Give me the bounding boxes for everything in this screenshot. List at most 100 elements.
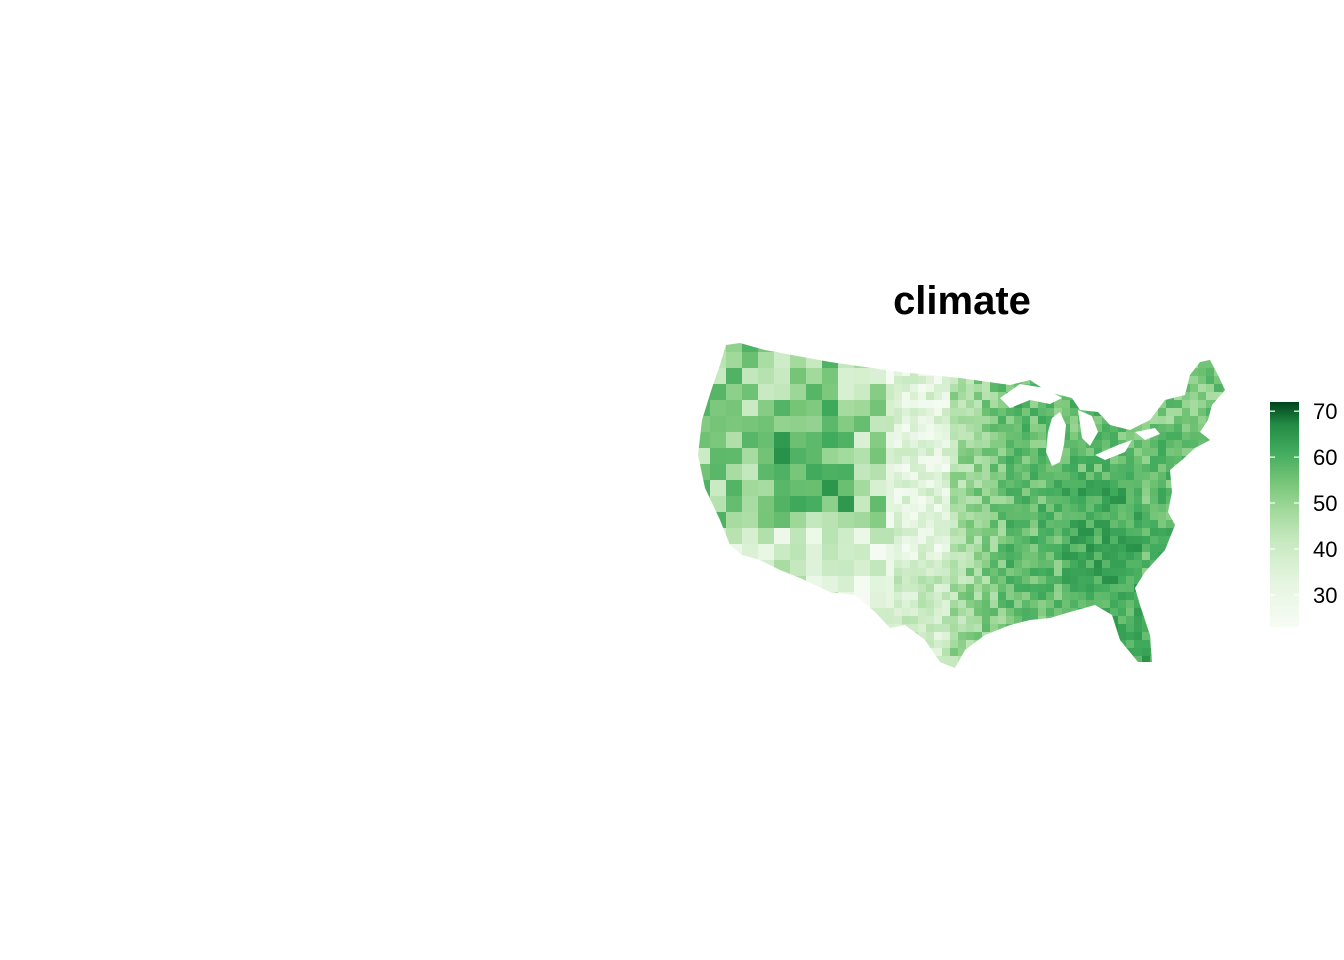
county-cell [974, 496, 983, 505]
county-cell [1198, 584, 1207, 593]
county-cell [942, 560, 951, 569]
county-cell [1110, 368, 1119, 377]
county-cell [990, 496, 999, 505]
county-cell [1046, 512, 1055, 521]
county-cell [1214, 584, 1223, 593]
county-cell [1118, 376, 1127, 385]
county-cell [1214, 544, 1223, 553]
county-cell [910, 368, 919, 377]
county-cell [950, 504, 959, 513]
county-cell [1030, 416, 1039, 425]
county-cell [1014, 343, 1023, 345]
county-cell [1150, 536, 1159, 545]
county-cell [1134, 432, 1143, 441]
county-cell [1102, 512, 1111, 521]
county-cell [1198, 560, 1207, 569]
county-cell [1094, 528, 1103, 537]
county-cell [1110, 552, 1119, 561]
county-cell [1102, 536, 1111, 545]
county-cell [998, 632, 1007, 641]
county-cell [1078, 384, 1087, 393]
county-cell [1014, 592, 1023, 601]
county-cell [1166, 352, 1175, 361]
county-cell [1102, 376, 1111, 385]
county-cell [806, 480, 823, 497]
county-cell [1222, 544, 1225, 553]
county-cell [1038, 496, 1047, 505]
county-cell [1230, 520, 1239, 529]
county-cell [1206, 632, 1215, 641]
county-cell [966, 560, 975, 569]
county-cell [1054, 608, 1063, 617]
county-cell [918, 464, 927, 473]
county-cell [1094, 624, 1103, 633]
county-cell [958, 640, 967, 649]
county-cell [910, 520, 919, 529]
county-cell [1230, 536, 1239, 545]
county-cell [1014, 480, 1023, 489]
county-cell [1190, 656, 1199, 665]
county-cell [1150, 544, 1159, 553]
county-cell [854, 544, 871, 561]
county-cell [894, 343, 903, 345]
county-cell [1118, 392, 1127, 401]
county-cell [806, 640, 823, 657]
county-cell [1006, 368, 1015, 377]
county-cell [1222, 512, 1225, 521]
county-cell [1094, 376, 1103, 385]
county-cell [1206, 392, 1215, 401]
county-cell [910, 360, 919, 369]
county-cell [974, 384, 983, 393]
county-cell [1006, 416, 1015, 425]
county-cell [1166, 424, 1175, 433]
county-cell [990, 640, 999, 649]
county-cell [926, 384, 935, 393]
county-cell [1190, 504, 1199, 513]
county-cell [1126, 424, 1135, 433]
county-cell [950, 432, 959, 441]
county-cell [1134, 488, 1143, 497]
county-cell [950, 424, 959, 433]
county-cell [894, 400, 903, 409]
county-cell [1142, 400, 1151, 409]
county-cell [1126, 568, 1135, 577]
county-cell [822, 656, 839, 668]
county-cell [1070, 552, 1079, 561]
county-cell [1110, 520, 1119, 529]
county-cell [1046, 343, 1055, 345]
county-cell [990, 343, 999, 345]
county-cell [1166, 472, 1175, 481]
county-cell [926, 496, 935, 505]
county-cell [854, 416, 871, 433]
county-cell [958, 664, 967, 668]
county-cell [1094, 640, 1103, 649]
county-cell [1182, 560, 1191, 569]
county-cell [958, 424, 967, 433]
county-cell [1022, 343, 1031, 345]
county-cell [1046, 624, 1055, 633]
county-cell [902, 448, 911, 457]
county-cell [1166, 448, 1175, 457]
county-cell [726, 640, 743, 657]
county-cell [1094, 344, 1103, 353]
county-cell [958, 400, 967, 409]
county-cell [1046, 352, 1055, 361]
county-cell [918, 360, 927, 369]
county-cell [1230, 544, 1239, 553]
county-cell [1110, 472, 1119, 481]
county-cell [1198, 664, 1207, 668]
county-cell [1070, 528, 1079, 537]
county-cell [958, 488, 967, 497]
county-cell [1038, 472, 1047, 481]
county-cell [1174, 520, 1183, 529]
county-cell [1086, 512, 1095, 521]
county-cell [1158, 376, 1167, 385]
county-cell [1230, 504, 1239, 513]
county-cell [1102, 560, 1111, 569]
county-cell [1022, 600, 1031, 609]
county-cell [902, 343, 911, 345]
county-cell [1070, 496, 1079, 505]
county-cell [902, 552, 911, 561]
legend-tick-label: 40 [1313, 537, 1337, 562]
county-cell [1150, 640, 1159, 649]
